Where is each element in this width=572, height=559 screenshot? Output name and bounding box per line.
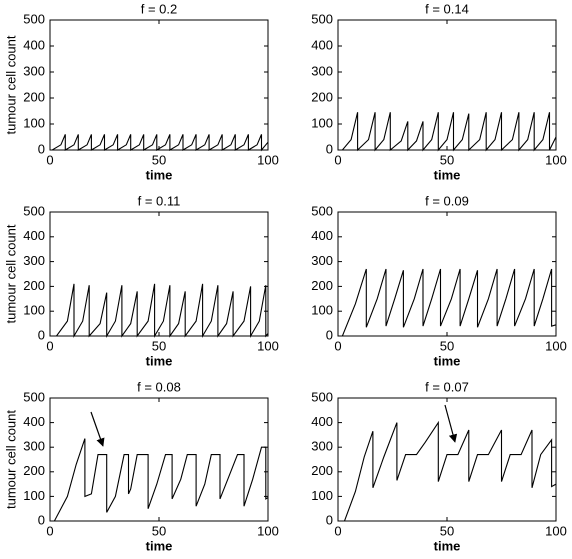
- y-tick-label: 300: [23, 253, 45, 268]
- chart-title: f = 0.07: [425, 379, 469, 394]
- y-tick-label: 100: [23, 488, 45, 503]
- y-tick-label: 0: [326, 327, 333, 342]
- y-tick-label: 100: [23, 115, 45, 130]
- y-tick-label: 300: [311, 63, 333, 78]
- y-tick-label: 400: [23, 37, 45, 52]
- y-axis-label: tumour cell count: [3, 410, 18, 509]
- y-axis-label: tumour cell count: [3, 224, 18, 323]
- x-tick-label: 0: [46, 523, 53, 538]
- x-tick-label: 50: [152, 152, 166, 167]
- axes-frame: [337, 211, 557, 337]
- x-tick-label: 100: [257, 523, 279, 538]
- x-tick-label: 50: [440, 152, 454, 167]
- x-tick-label: 0: [46, 152, 53, 167]
- y-tick-label: 100: [23, 303, 45, 318]
- x-tick-label: 0: [334, 152, 341, 167]
- y-tick-label: 300: [311, 439, 333, 454]
- line: [338, 268, 557, 337]
- chart-title: f = 0.09: [425, 193, 469, 208]
- y-tick-label: 400: [23, 228, 45, 243]
- y-tick-label: 500: [23, 389, 45, 404]
- line: [50, 438, 269, 522]
- y-tick-label: 0: [38, 512, 45, 527]
- arrow: [90, 411, 105, 447]
- y-tick-label: 400: [311, 37, 333, 52]
- y-tick-label: 400: [23, 414, 45, 429]
- y-tick-label: 0: [38, 327, 45, 342]
- y-tick-label: 400: [311, 228, 333, 243]
- chart-title: f = 0.2: [141, 1, 178, 16]
- y-tick-label: 300: [23, 63, 45, 78]
- x-tick-label: 50: [440, 523, 454, 538]
- y-tick-label: 300: [311, 253, 333, 268]
- y-tick-label: 200: [311, 463, 333, 478]
- y-tick-label: 500: [23, 11, 45, 26]
- axes-frame: [337, 397, 557, 522]
- y-tick-label: 0: [326, 512, 333, 527]
- x-axis-label: time: [434, 538, 461, 553]
- x-axis-label: time: [434, 167, 461, 182]
- x-tick-label: 0: [334, 523, 341, 538]
- line: [338, 420, 557, 522]
- y-tick-label: 200: [23, 89, 45, 104]
- x-axis-label: time: [434, 353, 461, 368]
- axes-frame: [49, 211, 269, 337]
- y-tick-label: 0: [326, 141, 333, 156]
- arrow: [444, 404, 458, 443]
- y-tick-label: 100: [311, 115, 333, 130]
- y-tick-label: 500: [311, 389, 333, 404]
- y-tick-label: 500: [23, 203, 45, 218]
- y-tick-label: 100: [311, 303, 333, 318]
- x-tick-label: 50: [440, 338, 454, 353]
- x-tick-label: 50: [152, 338, 166, 353]
- line: [338, 112, 557, 152]
- y-tick-label: 500: [311, 203, 333, 218]
- y-axis-label: tumour cell count: [3, 35, 18, 134]
- x-tick-label: 100: [257, 152, 279, 167]
- y-tick-label: 200: [23, 278, 45, 293]
- y-tick-label: 0: [38, 141, 45, 156]
- x-axis-label: time: [146, 167, 173, 182]
- chart-title: f = 0.08: [137, 379, 181, 394]
- x-tick-label: 100: [545, 523, 567, 538]
- x-tick-label: 100: [257, 338, 279, 353]
- x-tick-label: 50: [152, 523, 166, 538]
- axes-frame: [49, 19, 269, 151]
- x-tick-label: 100: [545, 338, 567, 353]
- x-tick-label: 0: [334, 338, 341, 353]
- y-tick-label: 500: [311, 11, 333, 26]
- y-tick-label: 200: [23, 463, 45, 478]
- chart-title: f = 0.11: [138, 193, 181, 208]
- y-tick-label: 100: [311, 488, 333, 503]
- axes-frame: [49, 397, 269, 522]
- x-tick-label: 0: [46, 338, 53, 353]
- axes-frame: [337, 19, 557, 151]
- x-tick-label: 100: [545, 152, 567, 167]
- y-tick-label: 200: [311, 278, 333, 293]
- chart-title: f = 0.14: [425, 1, 469, 16]
- x-axis-label: time: [146, 538, 173, 553]
- y-tick-label: 200: [311, 89, 333, 104]
- x-axis-label: time: [146, 353, 173, 368]
- line: [50, 283, 269, 339]
- y-tick-label: 400: [311, 414, 333, 429]
- y-tick-label: 300: [23, 439, 45, 454]
